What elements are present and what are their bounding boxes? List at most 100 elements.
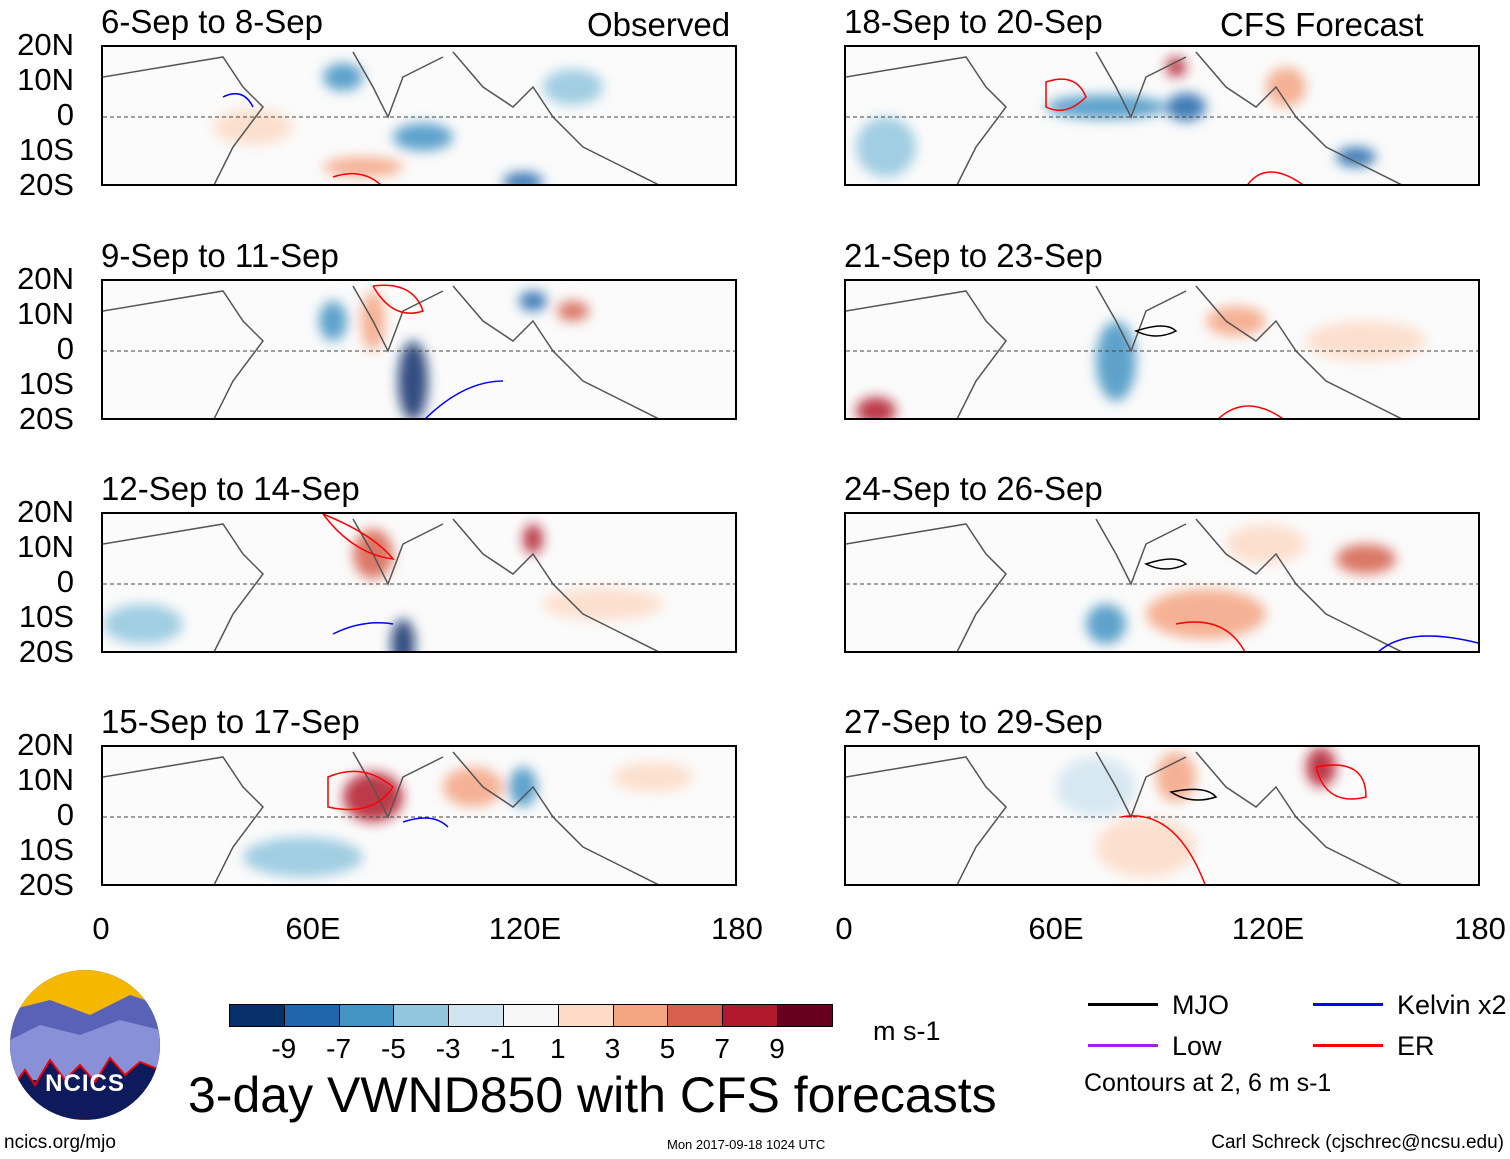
- anomaly-blob: [1166, 57, 1186, 77]
- coastline: [846, 518, 1402, 651]
- colorbar-swatch: [229, 1004, 285, 1027]
- wave-contour: [1169, 788, 1218, 801]
- colorbar-swatch: [393, 1004, 450, 1027]
- lat-label: 20N: [17, 27, 74, 62]
- logo-mountains-icon: [10, 970, 160, 1120]
- anomaly-blob: [1096, 817, 1196, 877]
- panel-title: 27-Sep to 29-Sep: [844, 703, 1103, 740]
- anomaly-blob: [103, 604, 183, 644]
- wave-contour: [332, 622, 394, 635]
- anomaly-blob: [1086, 604, 1126, 644]
- map-panel: [844, 745, 1480, 886]
- lat-label: 10S: [18, 132, 74, 167]
- panel-title: 15-Sep to 17-Sep: [101, 703, 360, 740]
- map-panel: [101, 279, 737, 420]
- map-panel: [101, 512, 737, 653]
- wave-contour: [1315, 764, 1367, 800]
- colorbar-units: m s-1: [873, 1016, 941, 1046]
- map-field: [846, 285, 1478, 418]
- lon-label: 180: [1454, 911, 1506, 946]
- wave-contour: [1175, 621, 1246, 651]
- lat-label: 20S: [18, 634, 74, 669]
- footer-author: Carl Schreck (cjschrec@ncsu.edu): [1211, 1132, 1504, 1153]
- map-field: [846, 51, 1478, 184]
- colorbar-label: -9: [271, 1033, 297, 1064]
- anomaly-blob: [243, 837, 363, 877]
- colorbar-label: 5: [659, 1033, 676, 1064]
- anomaly-blob: [1306, 747, 1336, 787]
- wave-contour: [1378, 635, 1478, 651]
- legend-label: ER: [1397, 1031, 1435, 1061]
- map-field: [846, 747, 1478, 884]
- lat-label: 20S: [18, 401, 74, 436]
- anomaly-blob: [557, 301, 589, 321]
- coastline: [846, 751, 1402, 884]
- panel-title: 12-Sep to 14-Sep: [101, 470, 360, 507]
- lat-label: 20S: [18, 867, 74, 902]
- colorbar-swatch: [283, 1004, 340, 1027]
- lat-label: 10N: [17, 529, 74, 564]
- map-field: [103, 751, 735, 884]
- panel-tag: CFS Forecast: [1220, 6, 1424, 43]
- lon-label: 180: [711, 911, 763, 946]
- lat-label: 0: [56, 564, 74, 599]
- wave-contour: [222, 92, 254, 108]
- anomaly-blob: [523, 524, 543, 554]
- wave-contour: [402, 817, 449, 828]
- colorbar-label: 7: [714, 1033, 730, 1064]
- coastline: [103, 518, 659, 651]
- anomaly-blob: [1226, 524, 1306, 564]
- map-panel: [844, 45, 1480, 186]
- ncics-logo: NCICS: [10, 970, 160, 1120]
- anomaly-blob: [1096, 321, 1136, 401]
- legend-label: Low: [1172, 1031, 1222, 1061]
- figure-title: 3-day VWND850 with CFS forecasts: [188, 1067, 997, 1123]
- lat-label: 0: [56, 97, 74, 132]
- lat-label: 10S: [18, 599, 74, 634]
- wave-contour: [327, 770, 394, 811]
- lat-label: 0: [56, 797, 74, 832]
- footer-timestamp: Mon 2017-09-18 1024 UTC: [667, 1137, 826, 1152]
- map-panel: [844, 279, 1480, 420]
- panel-title: 18-Sep to 20-Sep: [844, 3, 1103, 40]
- anomaly-blob: [543, 69, 603, 105]
- colorbar-label: 1: [550, 1033, 566, 1064]
- anomaly-blob: [856, 117, 916, 177]
- anomaly-blob: [391, 619, 415, 651]
- anomaly-blob: [319, 301, 347, 341]
- panel-title: 24-Sep to 26-Sep: [844, 470, 1103, 507]
- colorbar-label: -5: [380, 1033, 406, 1064]
- anomaly-blob: [503, 172, 543, 184]
- anomaly-blob: [323, 157, 403, 177]
- panel-title: 9-Sep to 11-Sep: [101, 237, 339, 274]
- panel-title: 21-Sep to 23-Sep: [844, 237, 1103, 274]
- anomaly-blob: [1266, 67, 1306, 107]
- lat-label: 10S: [18, 832, 74, 867]
- anomaly-blob: [398, 341, 428, 418]
- logo-text: NCICS: [45, 1070, 125, 1097]
- anomaly-blob: [543, 588, 663, 620]
- legend-line: [1313, 1003, 1383, 1006]
- colorbar-swatch: [722, 1004, 778, 1027]
- anomaly-blob: [1336, 147, 1376, 167]
- lat-label: 20N: [17, 727, 74, 762]
- colorbar-swatch: [777, 1004, 833, 1027]
- map-field: [846, 518, 1478, 651]
- anomaly-blob: [519, 291, 547, 311]
- lon-label: 120E: [1231, 911, 1305, 946]
- legend-note: Contours at 2, 6 m s-1: [1084, 1069, 1332, 1097]
- anomaly-blob: [1056, 757, 1136, 817]
- legend-label: MJO: [1172, 990, 1229, 1020]
- map-field: [103, 51, 735, 184]
- colorbar-swatch: [667, 1004, 724, 1027]
- lon-label: 60E: [1028, 911, 1084, 946]
- colorbar-swatch: [503, 1004, 559, 1027]
- anomaly-blob: [393, 123, 453, 151]
- map-panel: [101, 745, 737, 886]
- panel-tag: Observed: [587, 6, 731, 43]
- footer-url[interactable]: ncics.org/mjo: [4, 1132, 116, 1153]
- anomaly-blob: [856, 397, 896, 418]
- anomaly-blob: [1146, 589, 1266, 639]
- anomaly-blob: [1206, 306, 1266, 336]
